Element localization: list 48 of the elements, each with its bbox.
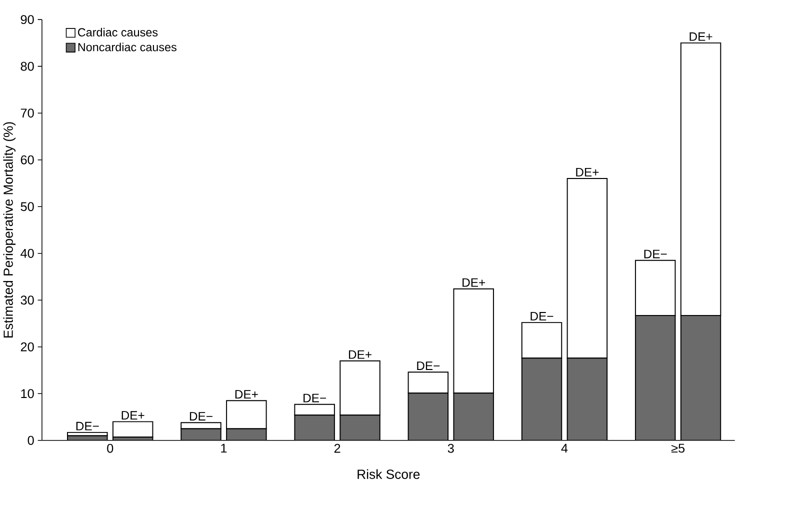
annotation: DE− <box>644 250 667 258</box>
bar <box>112 421 154 438</box>
x-tick-label: 0 <box>107 444 114 453</box>
y-tick-label: 90 <box>20 15 34 24</box>
annotation: DE+ <box>690 32 712 41</box>
x-tick-label: 3 <box>448 444 454 453</box>
annotation: DE+ <box>235 390 258 399</box>
bar <box>181 428 221 440</box>
y-tick-label: 70 <box>20 108 34 118</box>
y-tick-label: 10 <box>21 389 34 398</box>
y-axis-title: Estimated Perioperative Mortality (%) <box>3 122 16 338</box>
bar <box>634 315 676 440</box>
bar <box>226 400 267 430</box>
annotation: DE+ <box>576 168 599 176</box>
bar <box>680 315 722 440</box>
y-tick-label: 20 <box>20 342 34 352</box>
annotation: DE+ <box>462 278 486 287</box>
bar <box>294 414 335 440</box>
bar <box>226 428 266 440</box>
y-tick-label: 30 <box>20 296 34 305</box>
annotation: DE− <box>530 312 554 320</box>
x-tick-label: 4 <box>561 444 568 453</box>
bar <box>408 372 449 394</box>
bar <box>340 414 380 440</box>
x-tick-label: 1 <box>221 444 227 453</box>
y-tick-label: 40 <box>20 248 34 258</box>
bar <box>521 322 562 359</box>
y-tick-label: 60 <box>20 155 34 164</box>
x-tick-label: 2 <box>334 444 340 453</box>
bar <box>521 358 562 440</box>
bar <box>294 404 335 416</box>
annotation: DE− <box>417 362 440 370</box>
annotation: DE− <box>76 422 99 430</box>
bar <box>340 360 380 416</box>
annotation: DE+ <box>348 350 372 359</box>
annotation: DE− <box>190 412 212 421</box>
x-axis-title: Risk Score <box>358 469 420 480</box>
legend-label: Cardiac causes <box>78 28 158 37</box>
annotation: DE+ <box>122 411 144 420</box>
y-tick-label: 0 <box>28 436 34 445</box>
bar <box>566 358 608 440</box>
legend-label: Noncardiac causes <box>78 42 176 52</box>
x-tick-label: ≥5 <box>671 444 685 453</box>
annotation: DE− <box>304 394 326 402</box>
bar <box>408 392 449 440</box>
y-tick-label: 80 <box>20 62 34 71</box>
y-tick-label: 50 <box>20 202 34 212</box>
bar <box>453 392 494 440</box>
